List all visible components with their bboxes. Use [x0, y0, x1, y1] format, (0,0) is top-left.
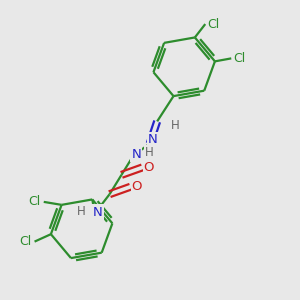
Text: Cl: Cl	[20, 235, 32, 248]
Text: N: N	[148, 133, 158, 146]
Text: H: H	[146, 146, 154, 159]
Text: H: H	[171, 119, 179, 132]
Text: Cl: Cl	[233, 52, 246, 65]
Text: O: O	[132, 180, 142, 193]
Text: N: N	[131, 148, 141, 160]
Text: Cl: Cl	[208, 18, 220, 31]
Text: N: N	[93, 206, 103, 218]
Text: O: O	[144, 161, 154, 174]
Text: H: H	[77, 205, 86, 218]
Text: Cl: Cl	[29, 195, 41, 208]
